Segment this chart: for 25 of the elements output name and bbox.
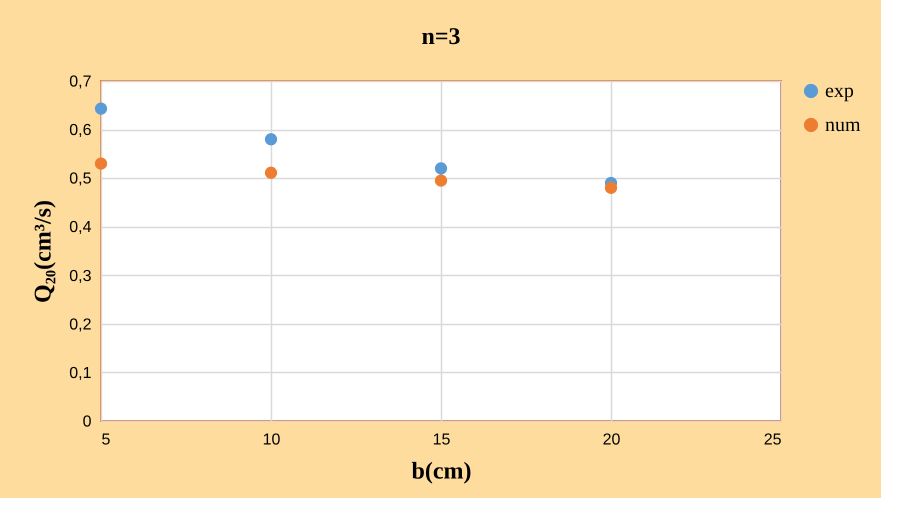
y-tick-label: 0,6 — [69, 122, 92, 140]
y-axis-title: Q₂₀(cm³/s) — [30, 200, 56, 303]
x-tick-label: 20 — [602, 432, 620, 448]
x-axis-title: b(cm) — [412, 458, 472, 484]
point — [434, 162, 448, 175]
x-tick-label: 15 — [432, 432, 450, 448]
point — [434, 174, 448, 187]
y-tick-label: 0,1 — [69, 364, 92, 382]
x-tick-label: 10 — [262, 432, 280, 448]
chart-title: n=3 — [421, 24, 461, 50]
y-tick-label: 0,2 — [69, 316, 92, 334]
point — [604, 182, 618, 194]
y-tick-label: 0,5 — [69, 170, 92, 188]
y-tick-label: 0 — [82, 414, 92, 430]
x-tick-label: 25 — [764, 432, 782, 448]
point — [94, 102, 108, 115]
point — [264, 166, 278, 179]
y-tick-label: 0,4 — [69, 219, 92, 236]
legend-label: exp — [825, 80, 854, 102]
x-tick-label: 5 — [102, 432, 110, 448]
y-tick-label: 0,7 — [69, 74, 92, 90]
y-tick-label: 0,3 — [69, 268, 92, 285]
legend-label: num — [825, 114, 861, 136]
point — [264, 133, 278, 146]
point — [94, 157, 108, 170]
